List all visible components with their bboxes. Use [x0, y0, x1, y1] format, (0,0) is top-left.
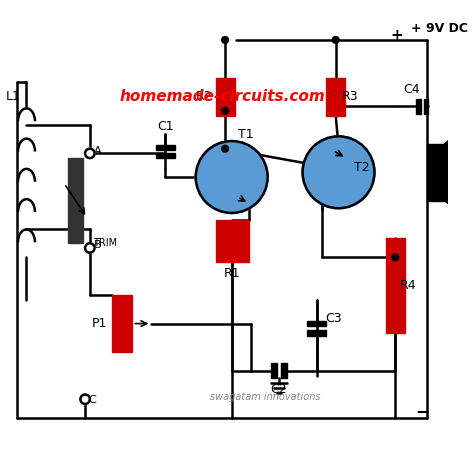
Text: T1: T1	[238, 128, 254, 141]
Text: −: −	[416, 402, 429, 420]
Text: C3: C3	[326, 313, 342, 325]
Text: B: B	[93, 240, 101, 250]
Circle shape	[222, 37, 228, 43]
Polygon shape	[445, 130, 462, 215]
Circle shape	[196, 141, 268, 213]
Bar	[386, 239, 405, 333]
Circle shape	[392, 255, 398, 260]
Circle shape	[333, 37, 338, 43]
Text: A: A	[93, 146, 101, 156]
Text: TRIM: TRIM	[93, 238, 117, 248]
Text: + 9V DC: + 9V DC	[411, 22, 468, 35]
Text: P1: P1	[91, 317, 107, 330]
Circle shape	[222, 146, 228, 151]
Bar	[216, 78, 235, 116]
Circle shape	[85, 243, 94, 252]
Bar	[156, 145, 175, 150]
Bar	[307, 321, 326, 326]
Bar	[68, 158, 83, 243]
Bar	[326, 78, 345, 116]
Text: C1: C1	[157, 120, 174, 134]
Circle shape	[222, 108, 228, 114]
Text: C4: C4	[403, 83, 419, 95]
Text: C: C	[89, 395, 97, 405]
Text: T2: T2	[355, 161, 370, 174]
Text: R3: R3	[342, 90, 358, 103]
Bar	[416, 99, 421, 114]
Text: +: +	[391, 28, 403, 43]
Circle shape	[302, 136, 374, 208]
Bar	[216, 219, 249, 262]
Text: homemade-circuits.com: homemade-circuits.com	[119, 89, 325, 104]
Bar	[111, 295, 132, 352]
Bar	[281, 364, 286, 378]
Circle shape	[85, 149, 94, 158]
Circle shape	[81, 394, 90, 404]
Bar	[156, 153, 175, 158]
Bar	[424, 99, 428, 114]
Text: R2: R2	[196, 90, 212, 103]
Text: R4: R4	[400, 279, 417, 292]
Bar	[307, 330, 326, 336]
Bar	[272, 364, 277, 378]
Text: C2: C2	[271, 383, 287, 396]
Text: R1: R1	[224, 267, 240, 280]
Text: swagatam innovations: swagatam innovations	[210, 392, 320, 403]
Bar	[428, 144, 445, 201]
Text: L1: L1	[6, 90, 21, 103]
